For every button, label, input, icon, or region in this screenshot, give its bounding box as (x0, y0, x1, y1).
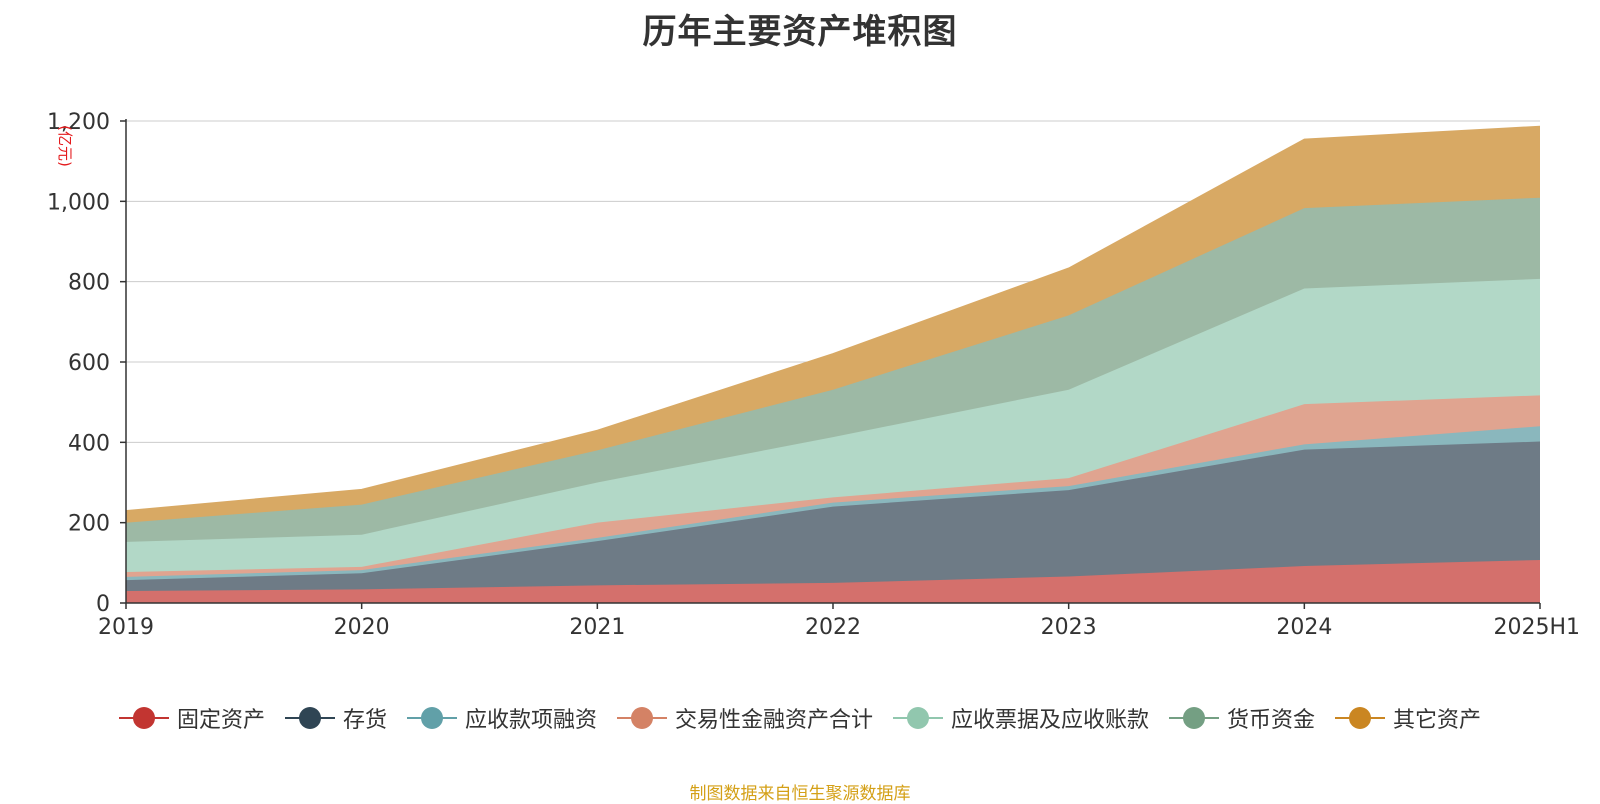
legend-label: 存货 (342, 708, 387, 733)
x-tick-label: 2024 (1276, 615, 1332, 640)
area-series-1 (126, 560, 1540, 603)
chart-svg: 0 200 400 600 800 1,000 1,200 2019 2020 2021 2022 2… (47, 110, 1580, 640)
area-series-6 (126, 197, 1540, 542)
legend-marker (1169, 706, 1220, 730)
legend-label: 应收款项融资 (464, 708, 597, 733)
area-series-7 (126, 126, 1540, 523)
area-series-4 (126, 395, 1540, 577)
legend-label: 其它资产 (1393, 708, 1482, 733)
x-tick-label: 2019 (98, 615, 154, 640)
legend-marker (616, 706, 667, 730)
area-edge-series-7 (125, 125, 1541, 512)
legend-item[interactable]: 存货 (284, 702, 387, 734)
y-tick-label: 0 (96, 592, 110, 617)
area-series-2 (126, 441, 1540, 591)
legend-item[interactable]: 货币资金 (1169, 702, 1315, 734)
legend-label: 应收票据及应收账款 (951, 708, 1150, 733)
y-tick-label: 600 (68, 351, 110, 376)
legend-item[interactable]: 其它资产 (1335, 702, 1481, 734)
y-tick-label: 1,200 (47, 110, 110, 135)
legend-label: 固定资产 (176, 708, 265, 733)
x-tick-label: 2021 (569, 615, 625, 640)
legend-item[interactable]: 交易性金融资产合计 (616, 702, 873, 734)
legend-item[interactable]: 应收款项融资 (406, 702, 597, 734)
legend-marker (406, 706, 457, 730)
x-tick-label: 2020 (334, 615, 390, 640)
legend-item[interactable]: 固定资产 (118, 702, 265, 734)
x-tick-label: 2025H1 (1493, 615, 1580, 640)
source-note: 制图数据来自恒生聚源数据库 (689, 784, 911, 804)
chart-legend: 固定资产 存货 应收款项融资 交易性金融资产合计 应收票据及应收账款 货币资金 其它资产 (0, 702, 1600, 734)
legend-label: 交易性金融资产合计 (674, 708, 873, 733)
x-tick-label: 2022 (805, 615, 861, 640)
legend-marker (893, 706, 943, 730)
legend-label: 货币资金 (1227, 708, 1316, 733)
legend-marker (284, 706, 335, 730)
legend-item[interactable]: 应收票据及应收账款 (893, 702, 1149, 734)
area-series-5 (126, 278, 1540, 573)
y-axis-unit-label: (亿元) (56, 125, 74, 167)
area-series-3 (126, 426, 1540, 581)
y-tick-label: 800 (68, 271, 110, 296)
chart-title: 历年主要资产堆积图 (642, 12, 958, 52)
x-tick-label: 2023 (1041, 615, 1097, 640)
y-tick-label: 400 (68, 431, 110, 456)
legend-marker (1335, 706, 1386, 730)
legend-marker (118, 706, 169, 730)
y-tick-label: 1,000 (47, 190, 110, 215)
y-tick-label: 200 (68, 512, 110, 537)
